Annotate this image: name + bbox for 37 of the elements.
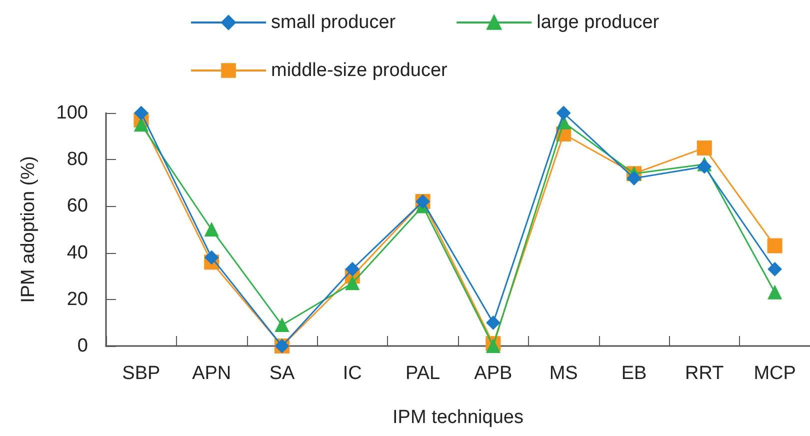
point <box>486 316 500 330</box>
point <box>134 106 148 120</box>
y-tick-label: 0 <box>77 336 88 356</box>
point <box>767 238 782 254</box>
x-tick-label: APN <box>192 363 232 384</box>
x-tick-label: PAL <box>406 363 440 384</box>
y-axis-title: IPM adoption (%) <box>18 156 39 303</box>
y-tick-label: 60 <box>66 196 88 217</box>
point <box>696 140 712 156</box>
x-tick-label: MS <box>549 363 578 384</box>
point <box>697 160 712 174</box>
y-tick-label: 40 <box>66 242 88 264</box>
point <box>204 250 219 264</box>
x-tick-label: IC <box>342 363 362 384</box>
y-tick-label: 100 <box>56 102 88 124</box>
x-tick-label: APB <box>474 363 512 384</box>
point <box>345 262 360 276</box>
x-tick-label: EB <box>621 363 647 384</box>
x-tick-label: RRT <box>685 363 724 384</box>
y-tick-label: 20 <box>66 288 88 310</box>
legend-label: large producer <box>536 12 660 33</box>
legend-label: middle-size producer <box>271 60 448 81</box>
point <box>627 171 641 186</box>
point <box>134 118 148 132</box>
point <box>556 106 571 120</box>
point <box>768 262 782 276</box>
y-tick-label: 80 <box>66 149 88 170</box>
x-axis-title: IPM techniques <box>392 407 524 428</box>
point <box>275 318 289 332</box>
point <box>345 276 360 290</box>
point <box>768 285 782 300</box>
x-tick-label: SBP <box>122 363 160 384</box>
x-tick-label: SA <box>269 363 295 384</box>
point <box>486 339 500 353</box>
legend-label: small producer <box>271 12 396 33</box>
x-tick-label: MCP <box>754 363 796 384</box>
point <box>204 222 219 236</box>
